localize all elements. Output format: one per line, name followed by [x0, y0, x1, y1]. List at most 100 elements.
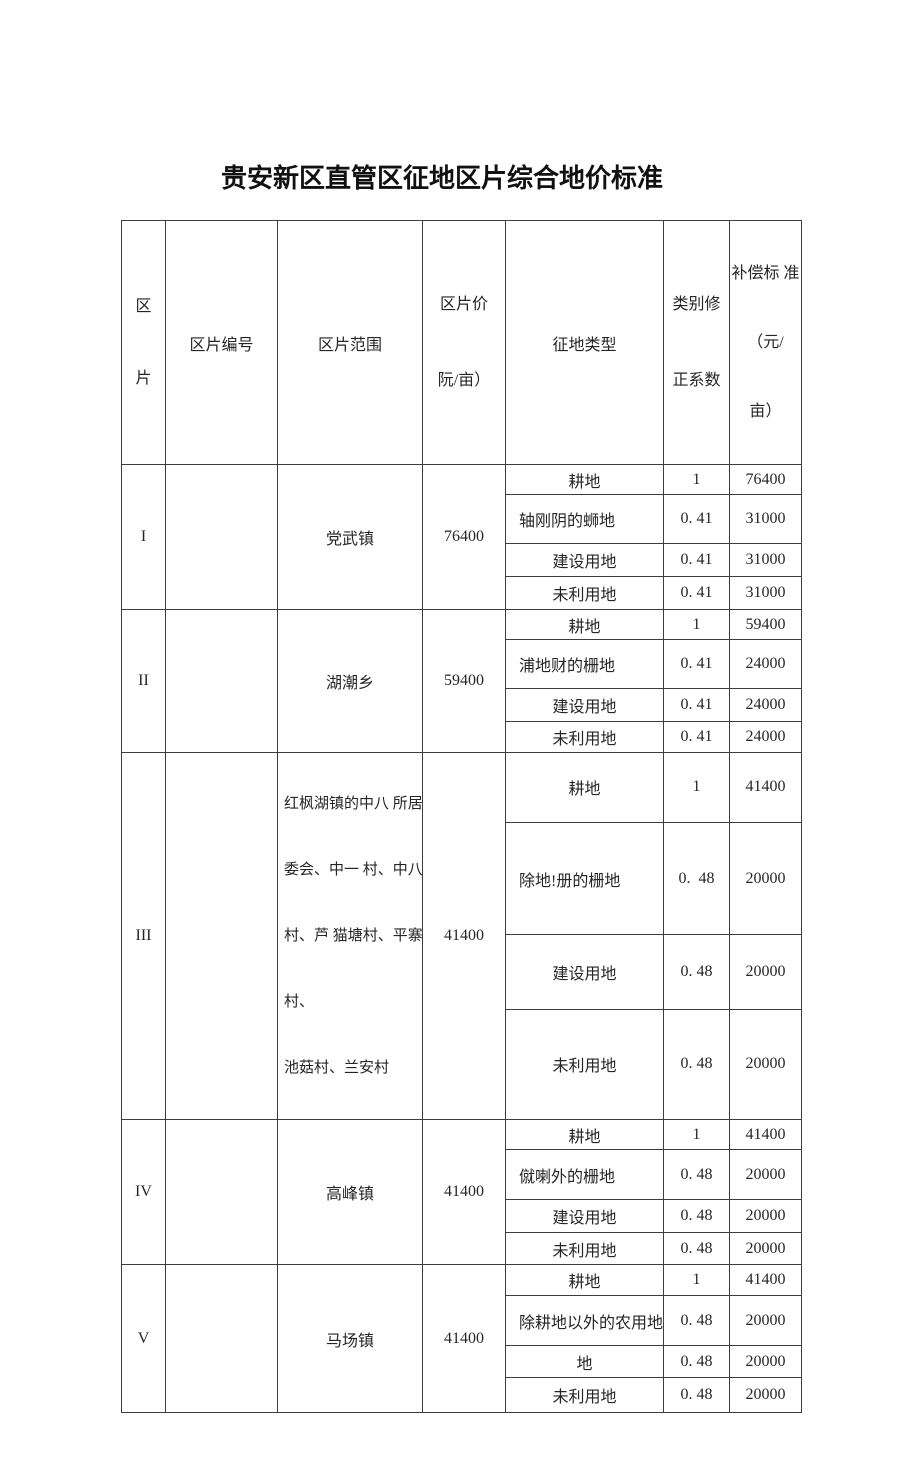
header-compensation-line1: 补偿标 准 — [731, 265, 800, 282]
compensation-cell: 31000 — [729, 494, 802, 544]
coefficient-cell: 1 — [663, 752, 730, 823]
coefficient-cell: 0. 48 — [663, 1377, 730, 1413]
zone-scope-cell: 党武镇 — [277, 464, 423, 610]
compensation-cell: 20000 — [729, 1232, 802, 1265]
header-compensation-line2: （元/ — [747, 334, 784, 351]
coefficient-cell: 1 — [663, 1119, 730, 1150]
land-type-cell: 耕地 — [505, 609, 664, 640]
table-row: II 湖潮乡 59400 耕地 1 59400 — [121, 609, 802, 753]
coefficient-cell: 1 — [663, 1264, 730, 1296]
land-type-cell: 耕地 — [505, 1264, 664, 1296]
land-type-cell: 未利用地 — [505, 576, 664, 610]
land-type-cell: 建设用地 — [505, 688, 664, 722]
land-price-table: 区 片 区片编号 区片范围 区片价 阮/亩） 征地类型 类别修 正系数 补偿标 … — [121, 220, 802, 1413]
land-type-cell: 未利用地 — [505, 721, 664, 753]
table-row: IV 高峰镇 41400 耕地 1 41400 — [121, 1119, 802, 1265]
land-type-cell: 建设用地 — [505, 1199, 664, 1233]
land-type-cell: 建设用地 — [505, 543, 664, 577]
compensation-cell: 76400 — [729, 464, 802, 495]
table-row: 建设用地 0. 48 20000 — [122, 934, 802, 1010]
coefficient-cell: 0. 41 — [663, 639, 730, 689]
zone-number-cell — [165, 609, 278, 753]
compensation-cell: 20000 — [729, 821, 802, 936]
land-type-cell: 耕地 — [505, 464, 664, 495]
coefficient-cell: 0. 48 — [663, 1199, 730, 1233]
zone-id-cell: V — [121, 1264, 166, 1413]
coefficient-cell: 0. 48 — [663, 934, 730, 1010]
coefficient-cell: 1 — [663, 609, 730, 640]
coefficient-cell: 0. 48 — [663, 1345, 730, 1378]
zone-scope-line: 池菇村、兰安村 — [284, 1060, 390, 1076]
land-type-cell: 轴刚阴的蛳地 — [505, 494, 664, 544]
table-row: 建设用地 0. 41 24000 — [122, 688, 802, 722]
zone-scope-line: 委会、中一 村、中八 — [284, 862, 423, 878]
land-type-cell: 未利用地 — [505, 1377, 664, 1413]
coefficient-cell: 0. 48 — [663, 1295, 730, 1346]
land-type-cell: 除地!册的栅地 — [505, 821, 664, 936]
zone-price-cell: 59400 — [422, 609, 506, 753]
header-coefficient: 类别修 正系数 — [663, 220, 730, 465]
zone-number-cell — [165, 752, 278, 1120]
compensation-cell: 41400 — [729, 752, 802, 823]
coefficient-cell: 0. 41 — [663, 576, 730, 610]
zone-price-cell: 41400 — [422, 752, 506, 1120]
zone-scope-cell: 高峰镇 — [277, 1119, 423, 1265]
zone-price-cell: 41400 — [422, 1264, 506, 1413]
compensation-cell: 20000 — [729, 1199, 802, 1233]
table-row: 轴刚阴的蛳地 0. 41 31000 — [122, 494, 802, 544]
header-zone-price: 区片价 阮/亩） — [422, 220, 506, 465]
header-zone-price-line1: 区片价 — [439, 295, 488, 313]
compensation-cell: 41400 — [729, 1119, 802, 1150]
land-type-cell: 除耕地以外的农用地 — [505, 1295, 664, 1346]
compensation-cell: 24000 — [729, 639, 802, 689]
compensation-cell: 20000 — [729, 1149, 802, 1200]
zone-number-cell — [165, 1119, 278, 1265]
header-compensation-line3: 亩） — [749, 403, 782, 420]
zone-number-cell — [165, 1264, 278, 1413]
table-header-row: 区 片 区片编号 区片范围 区片价 阮/亩） 征地类型 类别修 正系数 补偿标 … — [121, 220, 802, 465]
land-type-cell: 建设用地 — [505, 934, 664, 1010]
page-title: 贵安新区直管区征地区片综合地价标准 — [220, 163, 663, 193]
coefficient-cell: 0. 48 — [663, 821, 730, 936]
table-row: 未利用地 0. 48 20000 — [122, 1232, 802, 1265]
coefficient-cell: 0. 41 — [663, 494, 730, 544]
coefficient-cell: 0. 48 — [663, 1149, 730, 1200]
header-compensation: 补偿标 准 （元/ 亩） — [729, 220, 802, 465]
header-coefficient-line1: 类别修 — [672, 295, 721, 313]
table-row: 未利用地 0. 48 20000 — [122, 1008, 802, 1121]
compensation-cell: 20000 — [729, 1008, 802, 1121]
table-row: 浦地财的栅地 0. 41 24000 — [122, 639, 802, 689]
header-zone-number: 区片编号 — [165, 220, 278, 465]
zone-id-cell: II — [121, 609, 166, 753]
land-type-cell: 地 — [505, 1345, 664, 1378]
coefficient-cell: 0. 41 — [663, 543, 730, 577]
land-type-cell: 未利用地 — [505, 1232, 664, 1265]
zone-scope-line: 村、芦 猫塘村、平寨 — [284, 928, 423, 944]
compensation-cell: 20000 — [729, 1345, 802, 1378]
zone-scope-line: 村、 — [284, 994, 315, 1010]
coefficient-cell: 0. 48 — [663, 1232, 730, 1265]
header-land-type: 征地类型 — [505, 220, 664, 465]
compensation-cell: 59400 — [729, 609, 802, 640]
table-row: III 红枫湖镇的中八 所居 委会、中一 村、中八 村、芦 猫塘村、平寨 村、 … — [121, 752, 802, 1120]
header-zone-line1: 区 — [135, 297, 152, 315]
zone-scope-cell: 湖潮乡 — [277, 609, 423, 753]
compensation-cell: 20000 — [729, 1295, 802, 1346]
table-row: 未利用地 0. 41 31000 — [122, 576, 802, 610]
coefficient-cell: 0. 41 — [663, 721, 730, 753]
compensation-cell: 24000 — [729, 688, 802, 722]
table-row: 建设用地 0. 41 31000 — [122, 543, 802, 577]
compensation-cell: 20000 — [729, 1377, 802, 1413]
table-row: I 党武镇 76400 耕地 1 76400 — [121, 464, 802, 610]
compensation-cell: 24000 — [729, 721, 802, 753]
zone-id-cell: III — [121, 752, 166, 1120]
header-zone-scope: 区片范围 — [277, 220, 423, 465]
document-page: 贵安新区直管区征地区片综合地价标准 区 片 区片编号 区片范围 区片价 阮/亩）… — [0, 165, 920, 1413]
header-zone-line2: 片 — [135, 369, 152, 387]
zone-id-cell: I — [121, 464, 166, 610]
land-type-cell: 僦喇外的栅地 — [505, 1149, 664, 1200]
zone-scope-line: 红枫湖镇的中八 所居 — [284, 796, 423, 812]
land-type-cell: 浦地财的栅地 — [505, 639, 664, 689]
zone-scope-cell: 红枫湖镇的中八 所居 委会、中一 村、中八 村、芦 猫塘村、平寨 村、 池菇村、… — [277, 752, 423, 1120]
zone-scope-cell: 马场镇 — [277, 1264, 423, 1413]
